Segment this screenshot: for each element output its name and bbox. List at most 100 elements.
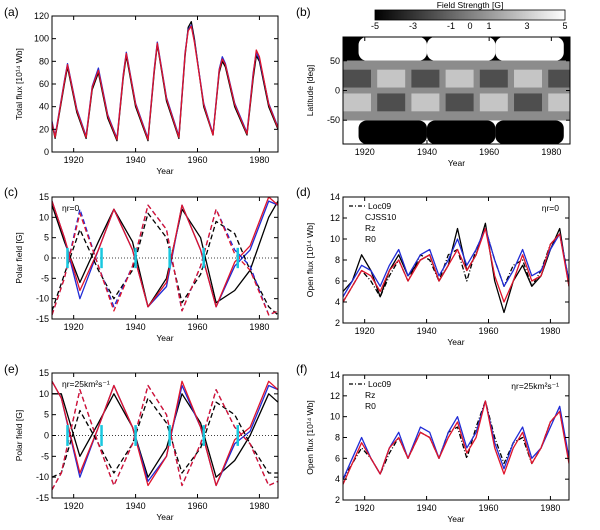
x-tick-label: 1960 [187, 501, 207, 511]
y-tick-label: 0 [335, 86, 340, 96]
y-tick-label: 5 [44, 410, 49, 420]
y-tick-label: 0 [44, 431, 49, 441]
y-tick-label: 14 [330, 192, 340, 202]
panel-letter-c: (c) [4, 185, 18, 199]
y-tick-label: 8 [335, 433, 340, 443]
active-region-band-south [479, 93, 508, 112]
legend-label: Rz [365, 223, 375, 233]
series-line-south-red [52, 204, 278, 316]
colorbar-tick-label: 3 [524, 21, 529, 31]
y-tick-label: -5 [41, 273, 49, 283]
y-axis-label: Total flux [10¹⁴ Wb] [14, 48, 24, 120]
x-tick-label: 1980 [249, 155, 269, 165]
x-axis-label: Year [156, 333, 173, 343]
colorbar-title: Field Strength [G] [437, 0, 504, 10]
colorbar [374, 9, 566, 21]
plot-frame-a [51, 15, 279, 153]
x-tick-label: 1980 [540, 503, 560, 513]
active-region-band-south [377, 93, 406, 112]
x-tick-label: 1960 [478, 503, 498, 513]
y-tick-label: 2 [335, 495, 340, 505]
axes-a: 1920 1940 1960 1980 0 20 40 60 80 100 120 Year Total… [14, 11, 279, 176]
legend-label: Rz [365, 390, 375, 400]
series-line-south-blue [52, 204, 278, 316]
series-line-north-red [52, 380, 278, 487]
colorbar-tick-label: 0 [467, 21, 472, 31]
active-region-band-north [343, 69, 371, 88]
y-tick-label: 6 [335, 276, 340, 286]
series-group-d [343, 222, 569, 314]
y-tick-label: -5 [41, 451, 49, 461]
series-group-f [343, 400, 569, 485]
active-region-band-south [445, 93, 474, 112]
active-region-band-south [411, 93, 440, 112]
legend-label: R0 [365, 234, 376, 244]
y-tick-label: 40 [39, 102, 49, 112]
polar-cap-south-dark [358, 120, 427, 144]
active-region-band-north [445, 69, 474, 88]
series-line-cjss10 [343, 222, 569, 314]
panel-annotation: ηr=0 [542, 203, 560, 213]
x-tick-label: 1940 [417, 147, 437, 157]
y-tick-label: -15 [36, 314, 49, 324]
polar-cap-north-light [426, 37, 496, 61]
y-tick-label: 14 [330, 370, 340, 380]
y-tick-label: 12 [330, 213, 340, 223]
x-tick-label: 1920 [355, 503, 375, 513]
colorbar-tick-label: 5 [562, 21, 567, 31]
y-tick-label: 100 [34, 34, 49, 44]
x-tick-label: 1960 [479, 147, 499, 157]
legend-label: Loc09 [368, 379, 391, 389]
colorbar-tick-label: -5 [371, 21, 379, 31]
colorbar-tick-label: 1 [486, 21, 491, 31]
polar-cap-north-light [358, 37, 427, 61]
y-tick-label: 0 [44, 147, 49, 157]
x-axis-label: Year [448, 158, 465, 168]
y-tick-label: 120 [34, 11, 49, 21]
axes-e: 1920 1940 1960 1980 -15 -10 -5 0 5 10 15 Year Polar … [14, 368, 279, 522]
polar-cap-south-dark [495, 120, 564, 144]
panel-annotation: ηr=0 [62, 203, 80, 213]
series-line-north-red [52, 197, 278, 308]
y-tick-label: 10 [39, 389, 49, 399]
y-tick-label: 10 [330, 234, 340, 244]
series-line-rz [343, 227, 569, 298]
x-tick-label: 1960 [478, 326, 498, 336]
y-tick-label: -10 [36, 294, 49, 304]
y-tick-label: 80 [39, 56, 49, 66]
x-tick-label: 1920 [64, 501, 84, 511]
heatmap-group [343, 37, 570, 144]
x-tick-label: 1920 [355, 147, 375, 157]
x-tick-label: 1920 [355, 326, 375, 336]
y-tick-label: 0 [44, 253, 49, 263]
x-tick-label: 1940 [126, 322, 146, 332]
y-tick-label: 2 [335, 318, 340, 328]
axes-b: 1920 1940 1960 1980 -50 0 50 Year Latitude [deg] [305, 36, 571, 168]
active-region-band-south [548, 93, 570, 112]
panel-letter-b: (b) [296, 5, 311, 19]
y-axis-label: Open flux [10¹⁴ Wb] [305, 400, 315, 475]
y-tick-label: 15 [39, 368, 49, 378]
polar-cap-south-dark [426, 120, 496, 144]
series-line-r0 [343, 400, 569, 485]
panel-letter-f: (f) [296, 362, 307, 376]
series-line-bo [52, 25, 278, 141]
series-line-north-black [52, 393, 278, 478]
series-line-observed [52, 21, 278, 142]
panel-annotation: ηr=25km²s⁻¹ [62, 379, 110, 389]
active-region-band-north [377, 69, 406, 88]
y-tick-label: 4 [335, 297, 340, 307]
panel-letter-d: (d) [296, 185, 311, 199]
y-tick-label: -50 [327, 115, 340, 125]
active-region-band-south [514, 93, 543, 112]
x-tick-label: 1980 [541, 147, 561, 157]
y-axis-label: Polar field [G] [14, 232, 24, 284]
y-tick-label: 6 [335, 453, 340, 463]
series-group-a [52, 21, 278, 142]
y-axis-label: Open flux [10¹⁴ Wb] [305, 223, 315, 298]
panel-letter-a: (a) [4, 5, 19, 19]
y-tick-label: 15 [39, 192, 49, 202]
